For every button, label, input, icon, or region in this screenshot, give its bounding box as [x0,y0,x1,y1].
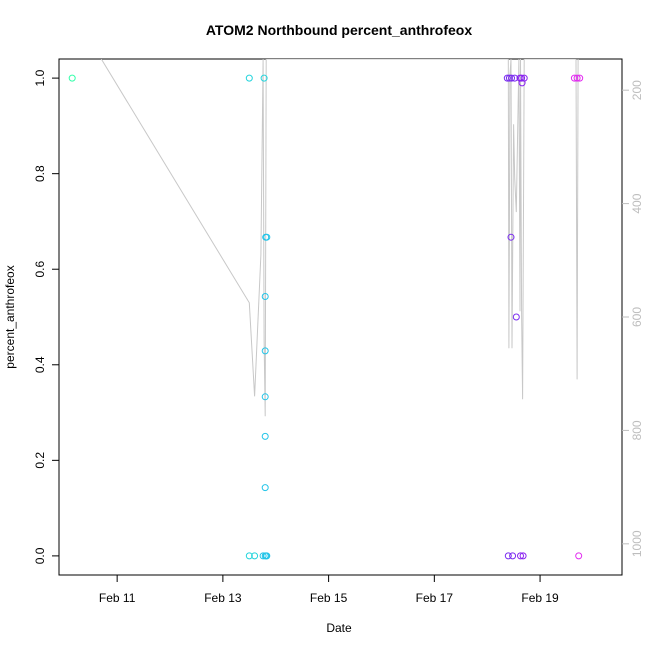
data-point [512,313,520,321]
secondary-line-layer [100,59,579,417]
y-tick-label: 0.2 [33,452,47,469]
data-point [260,74,268,82]
data-point [509,552,517,560]
y-tick-label: 0.4 [33,356,47,373]
y2-tick-label: 200 [630,80,644,100]
y-tick-label: 0.0 [33,547,47,564]
data-point [245,552,253,560]
secondary-series-line [100,59,579,417]
data-point [261,347,269,355]
y2-tick-label: 600 [630,307,644,327]
chart-title: ATOM2 Northbound percent_anthrofeox [206,22,472,38]
data-point [261,484,269,492]
data-point [570,74,578,82]
plot-frame [58,58,623,576]
data-point [517,552,524,560]
y2-tick-label: 1000 [630,530,644,557]
data-point [261,432,269,440]
data-point [575,552,583,560]
y-tick-label: 1.0 [33,69,47,86]
x-tick-label: Feb 11 [99,591,136,605]
data-point [504,552,512,560]
data-point [259,552,267,560]
data-point [245,74,253,82]
points-layer [68,74,584,560]
data-point [263,552,271,560]
y2-tick-label: 400 [630,193,644,213]
data-point [263,233,271,241]
data-point [519,552,527,560]
x-tick-label: Feb 17 [416,591,454,605]
data-point [508,74,515,82]
y-axis-label: percent_anthrofeox [3,265,17,368]
data-point [573,74,581,82]
data-point [505,74,513,82]
y-axis-left: 0.0 0.2 0.4 0.6 0.8 1.0 [33,69,59,564]
x-axis-label: Date [326,621,352,635]
data-point [511,74,519,82]
data-point [261,393,269,401]
x-tick-label: Feb 19 [521,591,559,605]
data-point [507,233,515,241]
data-point [503,74,511,82]
y2-tick-label: 800 [630,420,644,440]
data-point [576,74,584,82]
x-tick-label: Feb 13 [204,591,242,605]
data-point [518,74,526,82]
x-tick-label: Feb 15 [310,591,348,605]
x-axis: Feb 11 Feb 13 Feb 15 Feb 17 Feb 19 [99,575,559,605]
data-point [261,293,269,300]
y-tick-label: 0.6 [33,261,47,278]
y-tick-label: 0.8 [33,165,47,182]
data-point [68,74,76,82]
y-axis-right: 200 400 600 800 1000 [622,80,644,557]
data-point [251,552,259,560]
data-point [518,79,526,87]
